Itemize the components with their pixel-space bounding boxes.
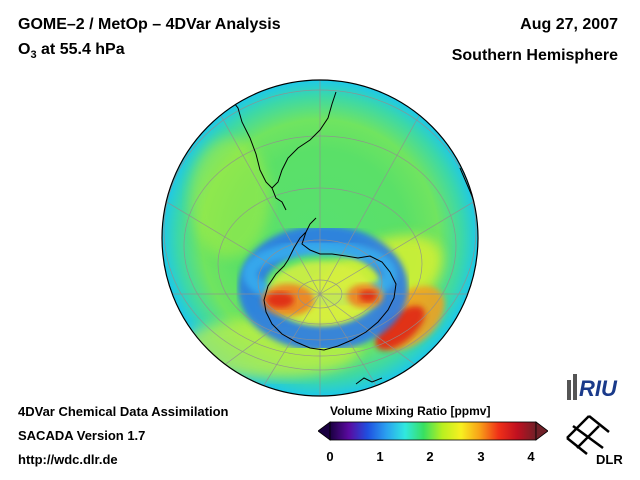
quantity-suffix: at 55.4 hPa [36,41,125,58]
riu-bar-icon [567,380,571,400]
coast-antarctic-peninsula [305,217,317,233]
colorbar-tick: 0 [326,449,334,464]
region-label: Southern Hemisphere [451,47,618,64]
ozone-globe-map [161,79,479,397]
colorbar-gradient [329,421,537,441]
coast-antarctica [263,231,397,351]
globe-outline [161,79,479,397]
hole-core-west [266,292,294,308]
coast-australia [355,377,383,385]
colorbar-high-arrow [535,421,548,441]
riu-logo: RIU [567,374,618,401]
dlr-logo-text: DLR [596,452,623,467]
date-label: Aug 27, 2007 [520,16,618,33]
footer-line-2: SACADA Version 1.7 [18,428,146,443]
colorbar-tick: 1 [376,449,384,464]
hole-core-east [359,290,377,302]
colorbar-title: Volume Mixing Ratio [ppmv] [330,404,491,418]
quantity-prefix: O [18,41,31,58]
graticule [162,80,478,396]
coast-tierra-del-fuego [271,187,287,211]
colorbar-tick: 4 [527,449,535,464]
footer-url: http://wdc.dlr.de [18,452,118,467]
dlr-logo-icon [566,415,610,455]
coast-south-america [221,89,337,189]
colorbar [318,421,548,441]
red-maximum [375,305,425,351]
footer-line-1: 4DVar Chemical Data Assimilation [18,404,229,419]
map-title: GOME–2 / MetOp – 4DVar Analysis [18,16,281,33]
riu-bar-icon [573,374,577,400]
colorbar-tick: 2 [426,449,434,464]
quantity-label: O3 at 55.4 hPa [18,41,125,61]
colorbar-low-arrow [318,421,331,441]
quantity-subscript: 3 [30,49,37,62]
colorbar-tick: 3 [477,449,485,464]
coastlines [221,89,477,385]
riu-logo-text: RIU [579,376,618,401]
